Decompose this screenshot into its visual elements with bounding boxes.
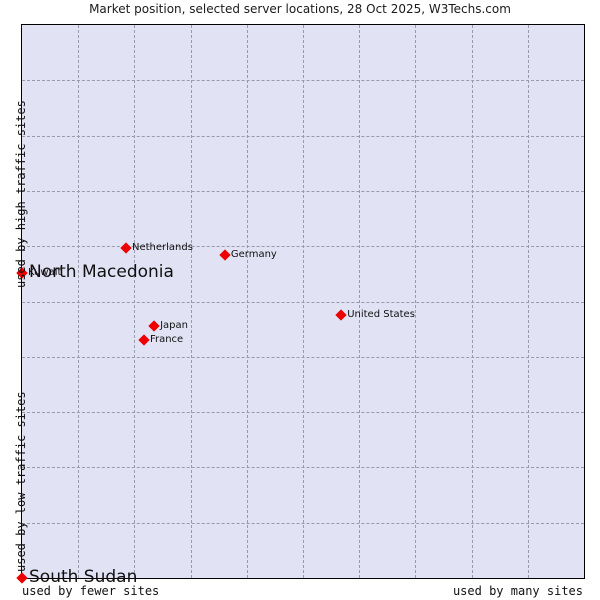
y-axis-label-high-traffic: used by high traffic sites — [14, 100, 28, 288]
data-point-label: Germany — [230, 249, 277, 261]
gridline-horizontal — [22, 523, 584, 524]
data-point-label: North Macedonia — [29, 261, 174, 282]
gridline-horizontal — [22, 136, 584, 137]
gridline-vertical — [247, 25, 248, 578]
gridline-vertical — [472, 25, 473, 578]
gridline-vertical — [415, 25, 416, 578]
diamond-marker-icon — [335, 309, 347, 321]
gridline-vertical — [134, 25, 135, 578]
diamond-marker-icon — [16, 572, 28, 584]
gridlines — [22, 25, 584, 578]
gridline-vertical — [78, 25, 79, 578]
gridline-vertical — [528, 25, 529, 578]
gridline-vertical — [359, 25, 360, 578]
gridline-horizontal — [22, 302, 584, 303]
gridline-horizontal — [22, 80, 584, 81]
data-point-label: France — [149, 334, 184, 346]
data-point-label: United States — [347, 308, 415, 320]
gridline-horizontal — [22, 191, 584, 192]
gridline-horizontal — [22, 412, 584, 413]
data-point-label: Japan — [160, 319, 188, 331]
chart-title: Market position, selected server locatio… — [89, 2, 511, 16]
data-point-label: Netherlands — [131, 241, 193, 253]
y-axis-label-low-traffic: used by low traffic sites — [14, 391, 28, 572]
diamond-marker-icon — [219, 249, 231, 261]
diamond-marker-icon — [120, 242, 132, 254]
data-point-label: South Sudan — [29, 567, 138, 587]
gridline-horizontal — [22, 246, 584, 247]
diamond-marker-icon — [148, 320, 160, 332]
x-axis-label-fewer-sites: used by fewer sites — [22, 584, 160, 598]
gridline-vertical — [303, 25, 304, 578]
plot-area: South Sudan Kuwait North Macedonia Netherla… — [16, 24, 585, 587]
gridline-vertical — [191, 25, 192, 578]
gridline-horizontal — [22, 467, 584, 468]
diamond-marker-icon — [138, 334, 150, 346]
gridline-horizontal — [22, 357, 584, 358]
data-point-label: Kuwait — [28, 266, 62, 278]
x-axis-label-many-sites: used by many sites — [452, 584, 583, 598]
